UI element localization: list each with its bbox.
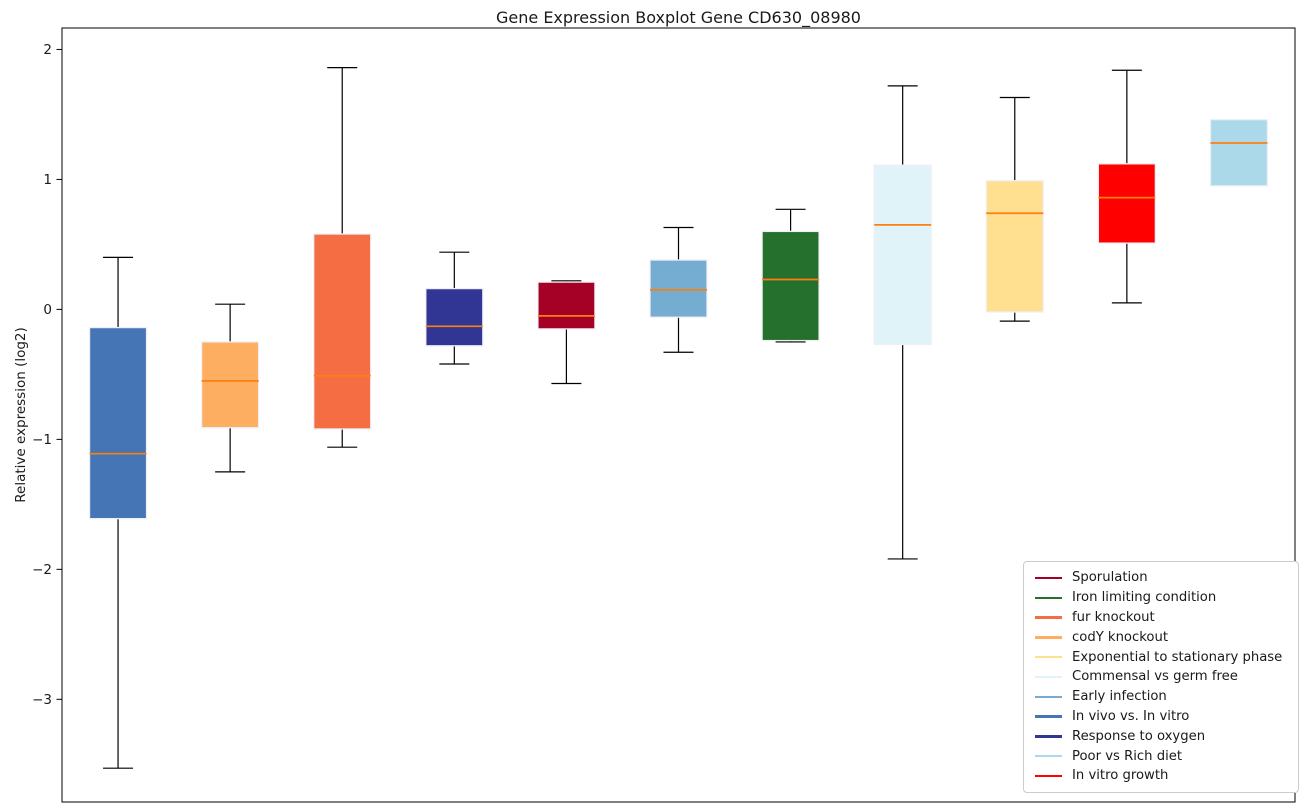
legend-item-iron-limiting-condition: Iron limiting condition: [1033, 588, 1290, 608]
y-tick-label: −1: [32, 432, 52, 448]
plot-frame: [61, 27, 1296, 803]
box-early-infection: [649, 226, 708, 353]
box-response-to-oxygen: [425, 251, 484, 365]
box-sporulation: [537, 280, 596, 385]
legend-swatch: [1035, 576, 1062, 580]
chart-title: Gene Expression Boxplot Gene CD630_08980: [496, 8, 861, 28]
legend-swatch: [1035, 695, 1062, 698]
legend-swatch: [1035, 715, 1062, 718]
legend-swatch: [1035, 735, 1062, 738]
legend-swatch: [1035, 596, 1062, 599]
legend-item-sporulation: Sporulation: [1033, 568, 1290, 588]
iqr-box: [985, 180, 1044, 313]
box-iron-limiting-condition: [761, 208, 820, 343]
y-tick-label: −3: [32, 692, 52, 708]
boxplot-boxes: [88, 67, 1269, 769]
legend-label: Exponential to stationary phase: [1072, 649, 1283, 665]
iqr-box: [88, 326, 148, 520]
legend-label: In vitro growth: [1072, 768, 1169, 784]
legend-label: Commensal vs germ free: [1072, 669, 1238, 685]
iqr-box: [1097, 163, 1157, 244]
iqr-box: [761, 230, 820, 342]
legend-item-in-vitro-growth: In vitro growth: [1033, 766, 1290, 786]
y-tick-label: −2: [32, 562, 52, 578]
iqr-box: [1209, 118, 1269, 187]
y-tick-label: 2: [43, 42, 52, 58]
legend-swatch: [1035, 616, 1062, 619]
legend-item-fur-knockout: fur knockout: [1033, 608, 1290, 628]
y-axis-ticks: 2 1 0 −1 −2 −3: [32, 42, 62, 708]
y-tick-label: 1: [43, 172, 52, 188]
legend-item-exponential-to-stationary-phase: Exponential to stationary phase: [1033, 647, 1290, 667]
legend-label: fur knockout: [1072, 609, 1155, 625]
legend-item-in-vivo-vs-in-vitro: In vivo vs. In vitro: [1033, 707, 1290, 727]
legend-label: Iron limiting condition: [1072, 590, 1217, 606]
legend-label: Response to oxygen: [1072, 728, 1206, 744]
y-tick-label: 0: [43, 302, 52, 318]
legend-item-commensal-vs-germ-free: Commensal vs germ free: [1033, 667, 1290, 687]
legend-swatch: [1035, 675, 1062, 679]
box-fur-knockout: [313, 67, 372, 448]
legend-label: Sporulation: [1072, 570, 1148, 586]
box-poor-vs-rich-diet: [1209, 118, 1269, 187]
legend-swatch: [1035, 636, 1062, 639]
legend-label: Early infection: [1072, 689, 1167, 705]
box-in-vitro-growth: [1097, 69, 1157, 304]
legend-label: codY knockout: [1072, 629, 1169, 645]
iqr-box: [425, 287, 484, 347]
legend-label: Poor vs Rich diet: [1072, 748, 1183, 764]
iqr-box: [200, 341, 260, 429]
legend-item-response-to-oxygen: Response to oxygen: [1033, 727, 1290, 747]
iqr-box: [537, 281, 596, 330]
box-commensal-vs-germ-free: [873, 85, 932, 560]
box-in-vivo-vs-in-vitro: [88, 256, 148, 769]
legend: Sporulation Iron limiting condition fur kn…: [1023, 561, 1299, 793]
legend-swatch: [1035, 755, 1062, 758]
legend-item-poor-vs-rich-diet: Poor vs Rich diet: [1033, 746, 1290, 766]
legend-label: In vivo vs. In vitro: [1072, 708, 1190, 724]
legend-swatch: [1035, 655, 1062, 659]
iqr-box: [313, 233, 372, 430]
y-axis-label: Relative expression (log2): [13, 327, 29, 503]
iqr-box: [649, 259, 708, 318]
iqr-box: [873, 164, 932, 346]
legend-swatch: [1035, 774, 1062, 778]
box-cody-knockout: [200, 303, 260, 473]
legend-item-cody-knockout: codY knockout: [1033, 627, 1290, 647]
box-exponential-to-stationary-phase: [985, 96, 1044, 322]
legend-item-early-infection: Early infection: [1033, 687, 1290, 707]
